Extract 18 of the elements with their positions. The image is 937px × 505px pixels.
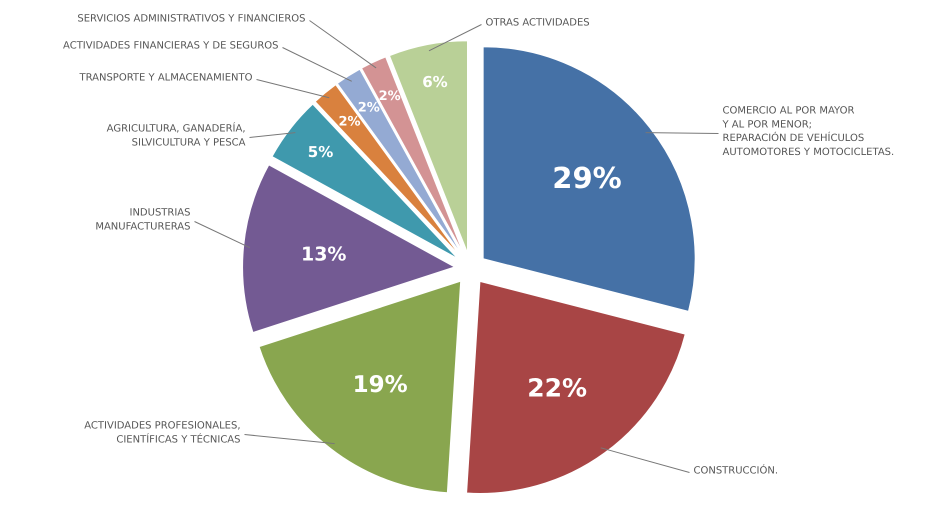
- slice-label: CONSTRUCCIÓN.: [694, 464, 778, 476]
- data-label: 5%: [308, 143, 334, 162]
- data-label: 29%: [552, 161, 622, 196]
- data-label: 6%: [422, 73, 448, 92]
- slice-label: OTRAS ACTIVIDADES: [486, 18, 590, 28]
- slice-label: INDUSTRIAS MANUFACTURERAS: [95, 208, 191, 232]
- data-label: 22%: [527, 373, 588, 402]
- slice-label: TRANSPORTE Y ALMACENAMIENTO: [78, 72, 253, 84]
- slice-label: SERVICIOS ADMINISTRATIVOS Y FINANCIEROS: [77, 14, 306, 24]
- data-label: 2%: [358, 100, 380, 116]
- slice-label: AGRICULTURA, GANADERÍA, SILVICULTURA Y PESCA: [106, 122, 246, 148]
- data-label: 19%: [352, 372, 408, 398]
- slice-label: ACTIVIDADES FINANCIERAS Y DE SEGUROS: [63, 40, 279, 52]
- data-label: 2%: [378, 89, 401, 104]
- data-label: 2%: [338, 114, 361, 130]
- slice-label: ACTIVIDADES PROFESIONALES, CIENTÍFICAS Y TÉCNICAS: [84, 420, 241, 446]
- data-label: 13%: [300, 244, 346, 266]
- slice-label: COMERCIO AL POR MAYOR Y AL POR MENOR; REPARACIÓN DE VEHÍCULOS AUTOMOTORES Y MOTOCICLETAS.: [722, 106, 894, 158]
